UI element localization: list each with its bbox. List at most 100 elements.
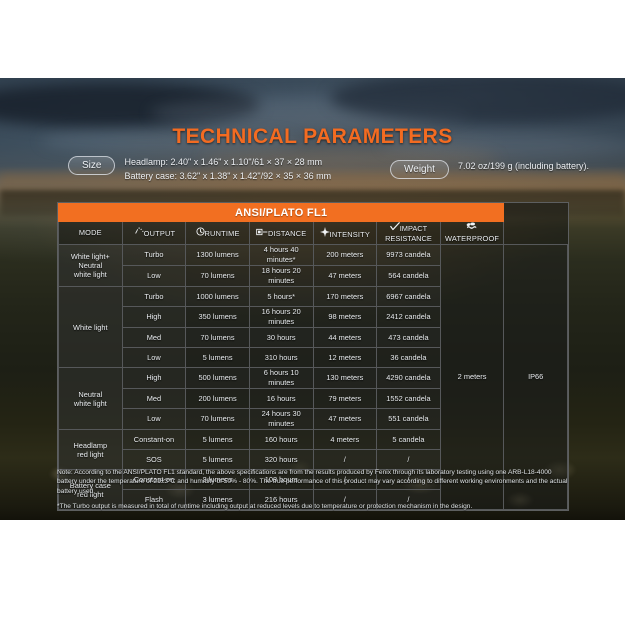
table-row: Flash 3 lumens 216 hours / / — [59, 489, 568, 510]
mode-group-line: Neutral — [78, 389, 103, 399]
cell-impact-resistance: 2 meters — [439, 244, 505, 510]
column-header-impact: IMPACT RESISTANCE — [376, 221, 441, 245]
cell-mode: Med — [121, 388, 187, 409]
weight-spec-block: Weight 7.02 oz/199 g (including battery)… — [390, 160, 589, 179]
impact-check-icon — [389, 222, 400, 231]
clock-icon — [195, 227, 205, 236]
cell-distance: / — [312, 449, 378, 470]
size-spec-text: Headlamp: 2.40" x 1.46" x 1.10"/61 × 37 … — [124, 156, 331, 183]
cell-intensity: 36 candela — [376, 347, 441, 368]
cell-intensity: 1552 candela — [376, 388, 441, 409]
mode-group-label: Neutral white light — [58, 367, 123, 430]
cell-intensity: / — [376, 449, 441, 470]
column-header-label: DISTANCE — [267, 228, 307, 238]
page-title: TECHNICAL PARAMETERS — [172, 125, 453, 148]
cell-runtime: 30 hours — [248, 327, 314, 348]
column-header-label: INTENSITY — [329, 229, 371, 239]
table-row: Low 70 lumens 18 hours 20 minutes 47 meters… — [59, 265, 568, 287]
mode-group-label: Battery case red light — [58, 469, 123, 510]
cell-output: 1000 lumens — [185, 286, 250, 307]
cell-distance: 4 meters — [312, 429, 378, 450]
cell-intensity: 6967 candela — [376, 286, 441, 307]
column-header-intensity: INTENSITY — [312, 221, 378, 245]
cell-mode: Turbo — [121, 244, 187, 266]
cell-output: 3 lumens — [185, 489, 250, 510]
waterproof-icon — [466, 222, 478, 231]
cell-waterproof: IP66 — [503, 244, 568, 510]
size-line-1: Headlamp: 2.40" x 1.46" x 1.10"/61 × 37 … — [124, 157, 323, 167]
table-row: White light+ Neutral white light Turbo 1300 … — [58, 244, 568, 510]
mode-group-label: Headlamp red light — [58, 429, 123, 470]
cell-output: 70 lumens — [185, 408, 250, 430]
cell-mode: Flash — [121, 489, 187, 510]
cell-runtime: 5 hours* — [248, 286, 314, 307]
cell-runtime: 6 hours 10 minutes — [248, 367, 314, 389]
column-header-label: OUTPUT — [143, 229, 176, 238]
cell-distance: 200 meters — [312, 244, 378, 266]
spec-summary-row: Size Headlamp: 2.40" x 1.46" x 1.10"/61 … — [0, 156, 625, 192]
beam-distance-icon — [256, 228, 268, 236]
cell-runtime: 320 hours — [248, 449, 314, 470]
cell-runtime: 160 hours — [248, 429, 314, 450]
cell-intensity: 9973 candela — [376, 244, 441, 266]
mode-group-line: red light — [77, 489, 104, 499]
cell-intensity: 2412 candela — [376, 306, 441, 328]
cell-intensity: / — [376, 489, 441, 510]
cell-runtime: 16 hours — [248, 388, 314, 409]
size-spec-block: Size Headlamp: 2.40" x 1.46" x 1.10"/61 … — [68, 156, 331, 183]
cell-output: 500 lumens — [185, 367, 250, 389]
cell-output: 5 lumens — [185, 347, 250, 368]
cell-runtime: 16 hours 20 minutes — [248, 306, 314, 328]
intensity-icon — [319, 226, 330, 237]
mode-group-line: White light — [73, 322, 108, 332]
mode-group-line: white light — [73, 398, 107, 408]
cell-intensity: 473 candela — [376, 327, 441, 348]
column-header-label: IMPACT RESISTANCE — [385, 224, 432, 243]
table-head: ANSI/PLATO FL1 MODE OUTPUT RUNTIME DISTANCE… — [57, 203, 568, 245]
cell-runtime: 310 hours — [248, 347, 314, 368]
cell-runtime: 24 hours 30 minutes — [248, 408, 314, 430]
mode-group-line: White light+ — [70, 252, 110, 261]
column-header-label-line1: IMPACT — [399, 224, 428, 233]
cell-distance: 47 meters — [312, 408, 378, 430]
cell-mode: Constant-on — [121, 429, 187, 450]
mode-group-line: Neutral — [78, 261, 103, 270]
column-header-mode: MODE — [58, 221, 123, 245]
ansi-plato-banner: ANSI/PLATO FL1 — [57, 203, 505, 222]
cell-distance: 12 meters — [312, 347, 378, 368]
cell-mode: High — [121, 306, 187, 328]
column-header-runtime: RUNTIME — [185, 221, 250, 245]
table-banner-row: ANSI/PLATO FL1 — [57, 203, 568, 222]
table-row: Neutral white light High 500 lumens 6 hours … — [58, 367, 568, 430]
mode-group-label: White light — [58, 286, 123, 368]
cell-intensity: 5 candela — [376, 429, 441, 450]
cell-mode: Turbo — [121, 286, 187, 307]
cell-mode: High — [121, 367, 187, 389]
size-pill-label: Size — [68, 156, 116, 175]
mode-group-line: red light — [77, 449, 104, 459]
column-header-waterproof: WATERPROOF — [439, 221, 505, 245]
cell-output: 350 lumens — [185, 306, 250, 328]
size-line-2: Battery case: 3.62" x 1.38" x 1.42"/92 ×… — [124, 170, 332, 181]
table-row: Headlamp red light Constant-on 5 lumens 160 … — [58, 429, 568, 470]
column-header-label: RUNTIME — [204, 229, 240, 238]
cell-output: 5 lumens — [185, 429, 250, 450]
mode-group-line: Battery case — [69, 480, 111, 490]
lumens-icon — [133, 227, 144, 236]
footnote-standard: Note: According to the ANSI/PLATO FL1 st… — [57, 469, 568, 495]
footnote-turbo: *The Turbo output is measured in total o… — [57, 503, 473, 511]
cell-distance: / — [312, 489, 378, 510]
cell-distance: 47 meters — [312, 265, 378, 287]
cell-output: 70 lumens — [185, 327, 250, 348]
cell-distance: 44 meters — [312, 327, 378, 348]
mode-group-label: White light+ Neutral white light — [58, 244, 123, 287]
cell-runtime: 4 hours 40 minutes* — [248, 244, 314, 266]
cell-runtime: 216 hours — [248, 489, 314, 510]
cell-distance: 170 meters — [312, 286, 378, 307]
table-row: Low 5 lumens 310 hours 12 meters 36 candela — [59, 347, 568, 368]
cell-mode: SOS — [121, 449, 187, 470]
parameters-table-wrapper: ANSI/PLATO FL1 MODE OUTPUT RUNTIME DISTANCE… — [57, 202, 569, 511]
cell-runtime: 18 hours 20 minutes — [248, 265, 314, 287]
mode-group-line: Headlamp — [73, 440, 108, 450]
